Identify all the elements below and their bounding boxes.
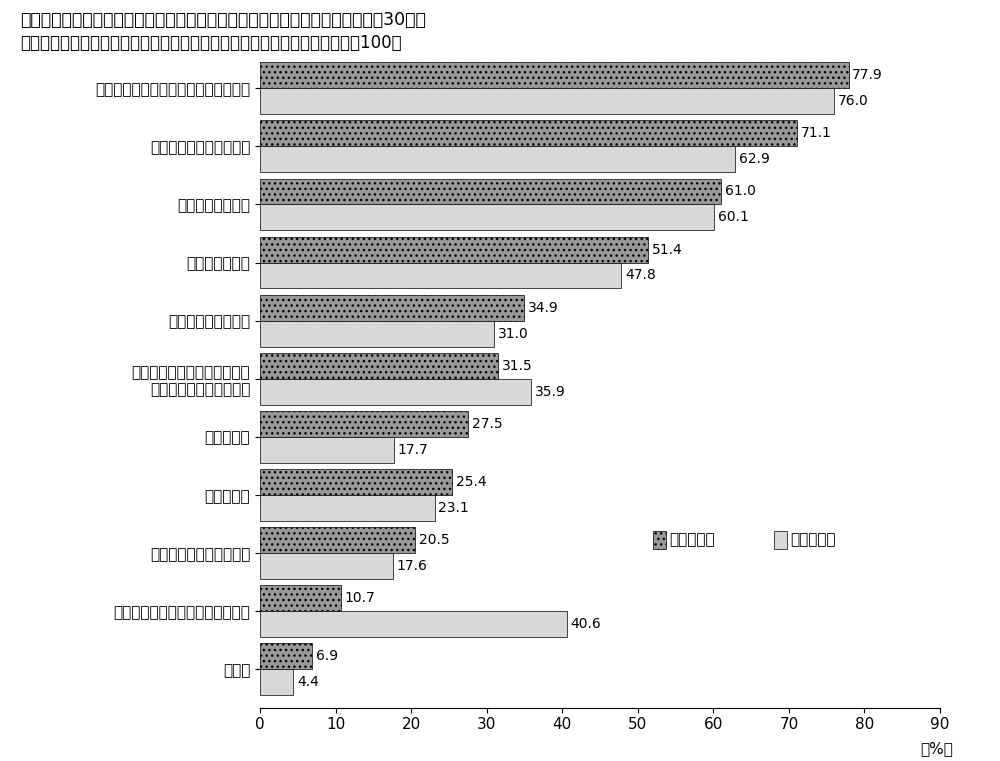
- Text: 61.0: 61.0: [725, 184, 756, 199]
- Bar: [260, 552, 393, 578]
- Bar: [260, 469, 452, 495]
- FancyBboxPatch shape: [774, 530, 787, 549]
- Text: （%）: （%）: [921, 741, 954, 756]
- Bar: [260, 669, 293, 695]
- Bar: [260, 263, 621, 288]
- Text: 6.9: 6.9: [316, 649, 338, 663]
- Bar: [260, 352, 498, 378]
- Bar: [260, 495, 435, 521]
- Text: 新規学卒者: 新規学卒者: [670, 533, 715, 547]
- Text: 62.9: 62.9: [739, 152, 770, 167]
- Bar: [260, 378, 531, 405]
- Bar: [260, 88, 834, 114]
- Text: （新規学卒者、中途採用者それぞれで若年正社員の採用選考をした事業所＝100）: （新規学卒者、中途採用者それぞれで若年正社員の採用選考をした事業所＝100）: [20, 34, 402, 53]
- FancyBboxPatch shape: [653, 530, 666, 549]
- Text: 40.6: 40.6: [571, 616, 601, 631]
- Bar: [260, 437, 394, 463]
- Bar: [260, 584, 341, 611]
- Bar: [260, 611, 567, 637]
- Bar: [260, 411, 468, 437]
- Text: 17.7: 17.7: [398, 443, 428, 457]
- Text: 4.4: 4.4: [297, 675, 319, 689]
- Bar: [260, 643, 312, 669]
- Bar: [260, 120, 797, 146]
- Text: 34.9: 34.9: [527, 301, 558, 314]
- Text: 23.1: 23.1: [438, 501, 469, 514]
- Bar: [260, 237, 648, 263]
- Text: 47.8: 47.8: [625, 269, 656, 282]
- Bar: [260, 295, 524, 320]
- Text: 60.1: 60.1: [718, 211, 749, 224]
- Text: 31.5: 31.5: [502, 358, 533, 373]
- Bar: [260, 62, 849, 88]
- Bar: [260, 205, 714, 231]
- Text: 51.4: 51.4: [652, 243, 683, 256]
- Text: 図２　正社員の採用選考にあたり重視した点別事業所割合（複数回答）（平成30年）: 図２ 正社員の採用選考にあたり重視した点別事業所割合（複数回答）（平成30年）: [20, 11, 426, 30]
- Text: 31.0: 31.0: [498, 326, 529, 340]
- Text: 25.4: 25.4: [456, 475, 486, 489]
- Text: 10.7: 10.7: [345, 591, 375, 605]
- Text: 77.9: 77.9: [852, 68, 883, 82]
- Text: 27.5: 27.5: [472, 417, 502, 431]
- Bar: [260, 320, 494, 346]
- Bar: [260, 179, 721, 205]
- Bar: [260, 146, 735, 173]
- Text: 20.5: 20.5: [419, 533, 449, 546]
- Text: 76.0: 76.0: [838, 94, 869, 108]
- Text: 中途採用者: 中途採用者: [790, 533, 836, 547]
- Bar: [260, 527, 415, 552]
- Text: 17.6: 17.6: [397, 559, 428, 573]
- Text: 71.1: 71.1: [801, 126, 832, 141]
- Text: 35.9: 35.9: [535, 384, 566, 399]
